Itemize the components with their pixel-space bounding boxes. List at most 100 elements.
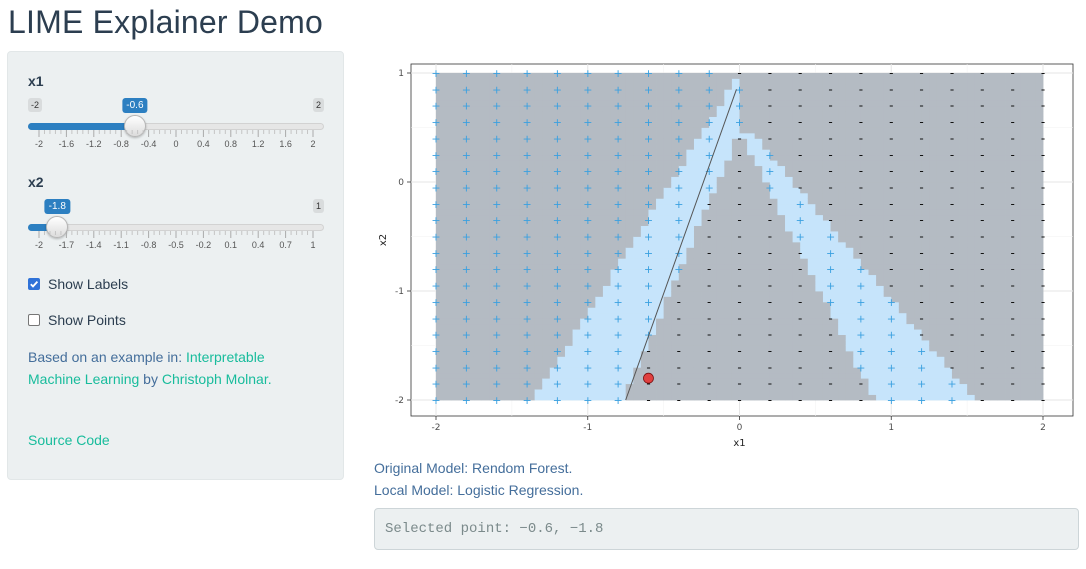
negative-region-cell <box>959 83 968 90</box>
positive-region-cell <box>625 334 634 341</box>
negative-region-cell <box>951 361 960 368</box>
positive-region-cell <box>868 291 877 297</box>
negative-region-cell <box>785 280 794 286</box>
negative-region-cell <box>671 334 680 341</box>
negative-region-cell <box>777 296 786 303</box>
negative-region-cell <box>800 361 809 368</box>
negative-region-cell <box>1012 323 1021 330</box>
negative-region-cell <box>504 154 513 161</box>
negative-region-cell <box>671 105 680 112</box>
x1-slider[interactable]: -2 2 -0.6 -2 -1.6 -1.2 -0.8 -0.4 0 0.4 0.8 1.2 1.… <box>28 98 324 158</box>
negative-region-cell <box>929 105 938 112</box>
negative-region-cell <box>625 192 634 199</box>
negative-region-cell <box>648 116 657 123</box>
positive-region-cell <box>701 132 710 139</box>
negative-region-cell <box>815 329 824 335</box>
negative-region-cell <box>891 73 900 79</box>
negative-region-cell <box>693 394 702 401</box>
positive-region-cell <box>602 329 611 335</box>
positive-region-cell <box>906 350 915 357</box>
negative-region-cell <box>982 111 991 117</box>
negative-region-cell <box>800 127 809 134</box>
negative-region-cell <box>557 78 566 85</box>
positive-region-cell <box>815 220 824 226</box>
negative-region-cell <box>519 127 528 134</box>
negative-region-cell <box>921 154 930 161</box>
negative-region-cell <box>436 83 444 90</box>
negative-region-cell <box>898 149 907 156</box>
negative-region-cell <box>724 389 733 395</box>
positive-region-cell <box>838 274 847 281</box>
x2-slider-track[interactable] <box>28 224 324 231</box>
negative-region-cell <box>989 340 998 346</box>
negative-region-cell <box>686 307 695 314</box>
negative-region-cell <box>686 318 695 325</box>
negative-region-cell <box>936 127 945 134</box>
negative-region-cell <box>436 345 444 352</box>
negative-region-cell <box>921 225 930 232</box>
negative-region-cell <box>557 241 566 248</box>
negative-region-cell <box>724 73 733 79</box>
show-points-checkbox-row[interactable]: Show Points <box>28 312 126 328</box>
negative-region-cell <box>822 323 831 330</box>
negative-region-cell <box>693 389 702 395</box>
author-link[interactable]: Christoph Molnar. <box>161 371 272 387</box>
negative-region-cell <box>769 318 778 325</box>
negative-region-cell <box>511 192 520 199</box>
negative-region-cell <box>701 367 710 374</box>
negative-region-cell <box>868 100 877 107</box>
negative-region-cell <box>656 372 665 379</box>
show-labels-checkbox-row[interactable]: Show Labels <box>28 276 128 292</box>
negative-region-cell <box>504 182 513 188</box>
negative-region-cell <box>595 132 604 139</box>
x1-slider-handle[interactable] <box>123 115 146 137</box>
negative-region-cell <box>792 340 801 346</box>
negative-region-cell <box>504 291 513 297</box>
negative-region-cell <box>891 274 900 281</box>
negative-region-cell <box>754 220 763 226</box>
book-link[interactable]: Interpretable Machine Learning <box>28 349 265 387</box>
negative-region-cell <box>580 214 589 221</box>
negative-region-cell <box>542 291 551 297</box>
negative-region-cell <box>587 94 596 101</box>
negative-region-cell <box>587 187 596 194</box>
negative-region-cell <box>944 100 953 107</box>
positive-region-cell <box>709 160 718 167</box>
negative-region-cell <box>572 236 581 243</box>
negative-region-cell <box>587 154 596 161</box>
x2-slider[interactable]: -2 1 -1.8 -2-1.7-1.4-1.1-0.8-0.5-0.20.10… <box>28 199 324 259</box>
negative-region-cell <box>534 340 543 346</box>
negative-region-cell <box>580 263 589 270</box>
negative-region-cell <box>906 258 915 265</box>
positive-region-cell <box>891 323 900 330</box>
show-points-checkbox[interactable] <box>28 314 40 326</box>
show-labels-checkbox[interactable] <box>28 278 40 290</box>
negative-region-cell <box>1005 291 1014 297</box>
negative-region-cell <box>1020 356 1029 363</box>
negative-region-cell <box>936 269 945 276</box>
positive-region-cell <box>678 165 687 172</box>
negative-region-cell <box>1005 160 1014 167</box>
negative-region-cell <box>693 361 702 368</box>
x2-slider-handle[interactable] <box>46 216 69 238</box>
negative-region-cell <box>709 209 718 216</box>
source-code-link[interactable]: Source Code <box>28 432 110 448</box>
negative-region-cell <box>640 203 649 210</box>
negative-region-cell <box>891 89 900 96</box>
negative-region-cell <box>473 203 482 210</box>
positive-region-cell <box>580 356 589 363</box>
negative-region-cell <box>671 83 680 90</box>
positive-region-cell <box>876 296 885 303</box>
negative-region-cell <box>967 225 976 232</box>
positive-region-cell <box>860 269 869 276</box>
negative-region-cell <box>974 122 983 128</box>
negative-region-cell <box>451 361 460 368</box>
negative-region-cell <box>1027 345 1036 352</box>
negative-region-cell <box>678 361 687 368</box>
positive-region-cell <box>610 285 619 292</box>
negative-region-cell <box>473 160 482 167</box>
negative-region-cell <box>898 301 907 308</box>
negative-region-cell <box>466 236 475 243</box>
negative-region-cell <box>443 296 452 303</box>
negative-region-cell <box>860 100 869 107</box>
